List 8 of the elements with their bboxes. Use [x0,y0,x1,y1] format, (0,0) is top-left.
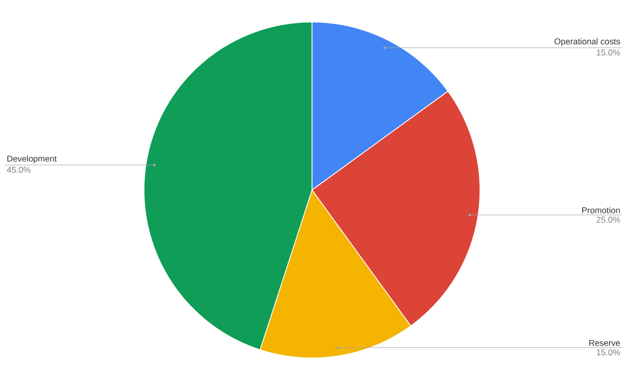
data-label: 45.0% [6,166,31,173]
data-label: 25.0% [596,216,620,223]
slice-label: Operational costs [554,38,620,46]
data-label: 15.0% [596,349,620,356]
data-label: 15.0% [596,50,620,56]
slice-label: Development [7,155,57,164]
slice-label: Reserve [589,340,620,346]
slice-label: Promotion [582,207,620,214]
